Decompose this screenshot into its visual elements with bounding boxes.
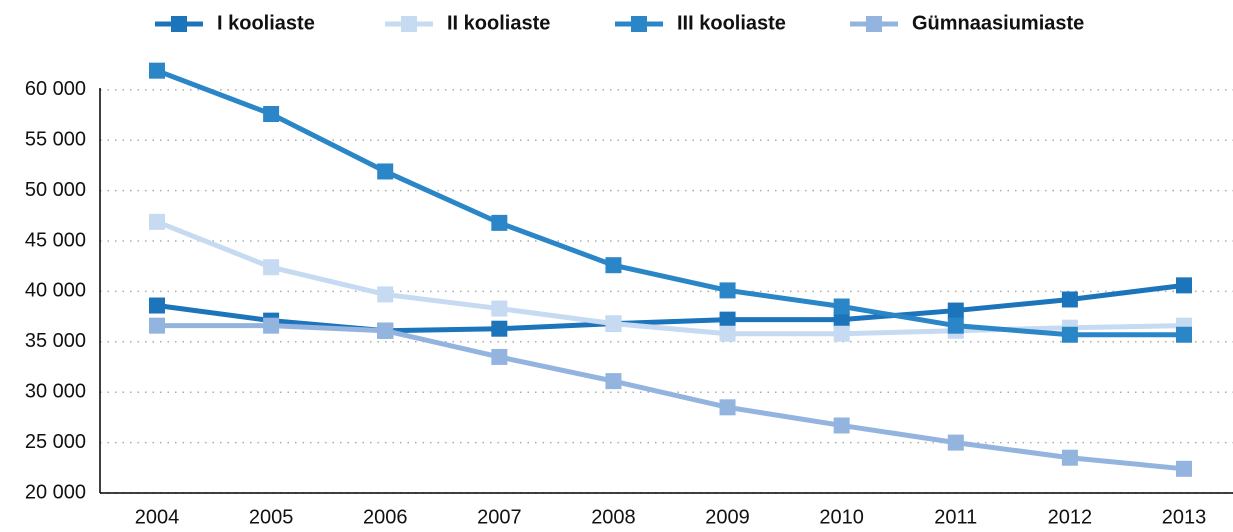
legend-marker <box>631 16 647 32</box>
point <box>1061 326 1078 343</box>
point <box>719 311 736 328</box>
y-tick-label: 20 000 <box>25 481 86 503</box>
point <box>605 315 622 332</box>
y-tick-label: 60 000 <box>25 78 86 100</box>
legend-label: I kooliaste <box>217 12 315 34</box>
legend-marker <box>401 16 417 32</box>
series-line <box>156 68 1184 338</box>
legend-label: II kooliaste <box>447 12 550 34</box>
series-line <box>157 323 1185 472</box>
point <box>377 286 394 303</box>
y-tick-label: 55 000 <box>25 128 86 150</box>
x-tick-label: 2008 <box>591 506 636 528</box>
point <box>719 325 736 342</box>
y-tick-label: 25 000 <box>25 431 86 453</box>
point <box>491 320 508 337</box>
point <box>833 298 850 315</box>
x-tick-label: 2005 <box>249 506 294 528</box>
legend-label: III kooliaste <box>677 12 786 34</box>
point <box>263 317 280 334</box>
point <box>149 297 165 314</box>
point <box>1176 460 1192 477</box>
point <box>149 213 165 230</box>
point <box>719 282 736 299</box>
point <box>947 317 964 334</box>
point <box>719 399 736 416</box>
point <box>263 106 280 123</box>
point <box>605 257 622 274</box>
x-tick-label: 2010 <box>819 506 864 528</box>
point <box>1061 449 1078 466</box>
series-line <box>156 282 1185 334</box>
legend-marker <box>866 16 882 32</box>
point <box>377 322 394 339</box>
y-tick-label: 45 000 <box>25 229 86 251</box>
x-tick-label: 2012 <box>1048 506 1093 528</box>
point <box>263 259 280 276</box>
point <box>491 300 508 317</box>
x-tick-label: 2007 <box>477 506 522 528</box>
point <box>1176 277 1192 294</box>
legend-marker <box>171 16 187 32</box>
point <box>833 325 850 342</box>
y-tick-label: 30 000 <box>25 380 86 402</box>
point <box>377 163 394 180</box>
point <box>833 417 850 434</box>
point <box>149 62 165 79</box>
y-tick-label: 40 000 <box>25 280 86 302</box>
x-tick-label: 2006 <box>363 506 408 528</box>
x-tick-label: 2013 <box>1162 506 1207 528</box>
point <box>947 434 964 451</box>
point <box>149 317 165 334</box>
x-tick-label: 2004 <box>135 506 180 528</box>
x-tick-label: 2011 <box>934 506 977 528</box>
x-tick-label: 2009 <box>705 506 750 528</box>
point <box>605 373 622 390</box>
y-tick-label: 35 000 <box>25 330 86 352</box>
legend-label: Gümnaasiumiaste <box>912 12 1084 34</box>
point <box>491 214 508 231</box>
point <box>1176 326 1192 343</box>
point <box>947 302 964 319</box>
point <box>491 348 508 365</box>
point <box>1061 291 1078 308</box>
y-tick-label: 50 000 <box>25 179 86 201</box>
point <box>833 311 850 328</box>
